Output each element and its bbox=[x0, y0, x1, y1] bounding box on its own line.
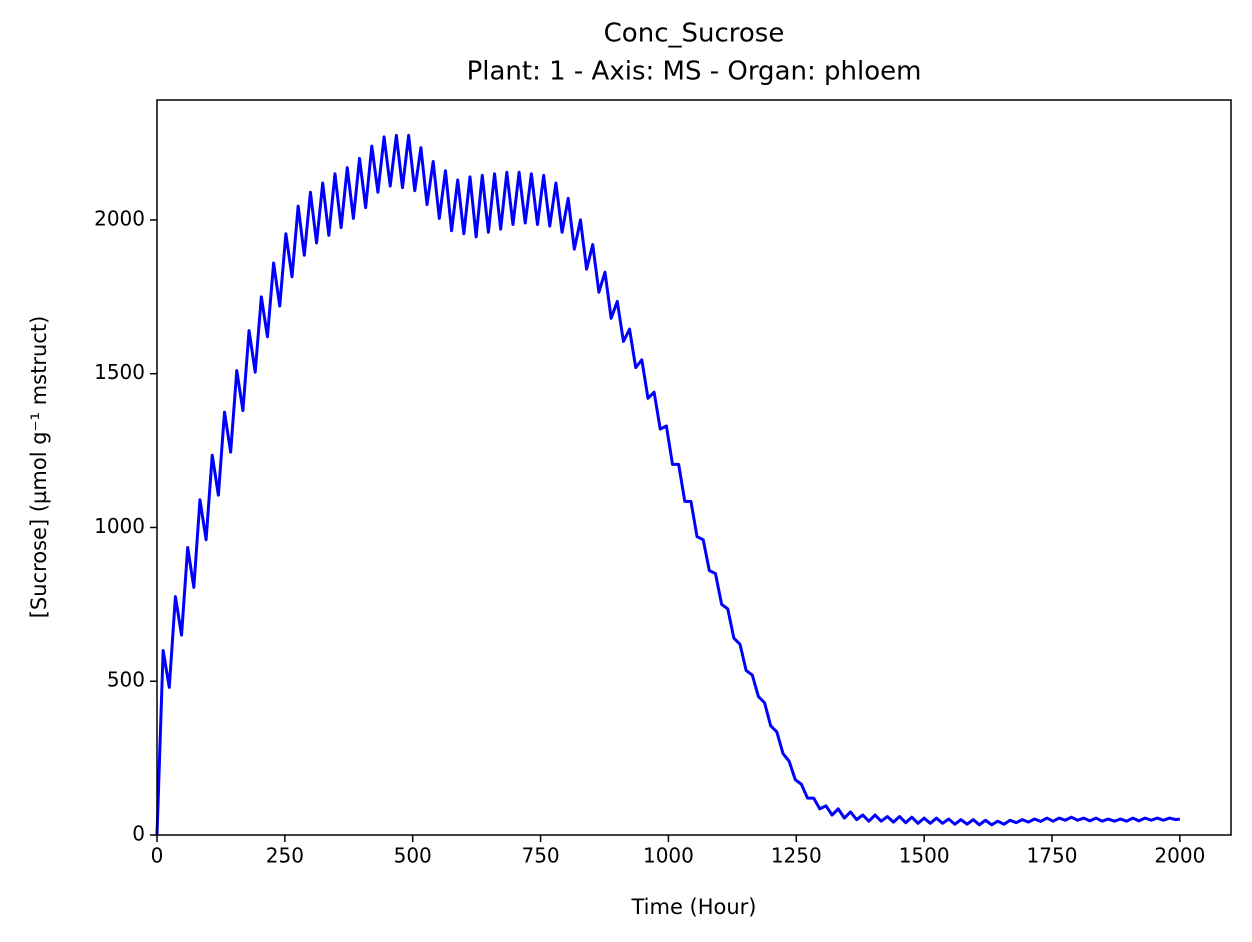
x-tick-label: 2000 bbox=[1154, 844, 1205, 868]
x-tick-label: 500 bbox=[394, 844, 432, 868]
data-line bbox=[155, 133, 1181, 836]
x-tick-label: 1750 bbox=[1027, 844, 1078, 868]
plot-frame bbox=[156, 99, 1232, 836]
y-tick-label: 1000 bbox=[94, 514, 145, 538]
y-tick-label: 1500 bbox=[94, 360, 145, 384]
chart-subtitle: Plant: 1 - Axis: MS - Organ: phloem bbox=[467, 57, 922, 87]
x-tick-label: 1250 bbox=[771, 844, 822, 868]
y-tick-label: 2000 bbox=[94, 206, 145, 230]
x-tick-label: 1000 bbox=[643, 844, 694, 868]
x-tick-label: 250 bbox=[266, 844, 304, 868]
x-tick-label: 1500 bbox=[899, 844, 950, 868]
y-tick-label: 500 bbox=[107, 668, 145, 692]
x-axis-label: Time (Hour) bbox=[630, 895, 756, 919]
x-tick-label: 750 bbox=[521, 844, 559, 868]
y-tick-label: 0 bbox=[132, 822, 145, 846]
x-tick-label: 0 bbox=[151, 844, 164, 868]
chart-title: Conc_Sucrose bbox=[604, 19, 785, 49]
y-axis-label: [Sucrose] (µmol g⁻¹ mstruct) bbox=[27, 316, 51, 619]
